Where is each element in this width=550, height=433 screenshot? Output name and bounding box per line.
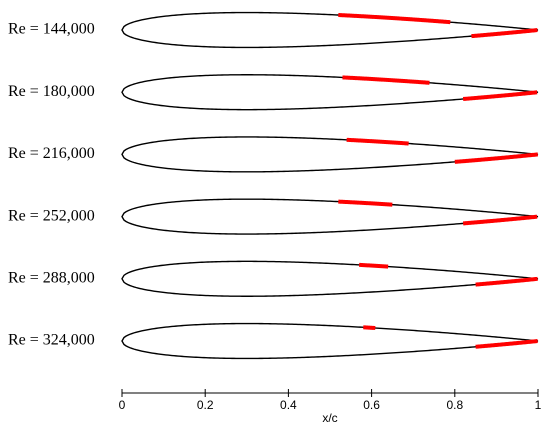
series-label: Re = 252,000 xyxy=(8,207,95,224)
separation-segment xyxy=(346,137,409,146)
series-label: Re = 288,000 xyxy=(8,269,95,286)
x-tick-label: 0.6 xyxy=(363,398,380,412)
airfoil-outline xyxy=(121,74,539,111)
separation-segment xyxy=(462,90,538,102)
airfoil-outline xyxy=(121,198,539,235)
separation-segment xyxy=(471,28,538,39)
airfoil-outline xyxy=(121,322,539,360)
x-tick-label: 0.4 xyxy=(280,398,297,412)
separation-segment xyxy=(342,75,430,85)
series-label: Re = 324,000 xyxy=(8,332,95,349)
separation-segment xyxy=(359,262,389,269)
separation-segment xyxy=(363,325,376,330)
separation-segment xyxy=(338,199,393,207)
airfoil-outline xyxy=(121,11,539,49)
separation-segment xyxy=(454,152,539,164)
x-tick-label: 1 xyxy=(535,398,542,412)
separation-segment xyxy=(462,214,538,226)
separation-segment xyxy=(475,339,538,349)
separation-segment xyxy=(475,276,538,287)
x-tick-label: 0.8 xyxy=(446,398,463,412)
series-label: Re = 144,000 xyxy=(8,21,95,38)
series-label: Re = 180,000 xyxy=(8,83,95,100)
x-tick-label: 0 xyxy=(119,398,126,412)
airfoil-outline xyxy=(121,136,539,173)
separation-segment xyxy=(338,13,451,25)
x-axis-label: x/c xyxy=(322,411,337,425)
airfoil-outline xyxy=(121,260,539,297)
x-tick-label: 0.2 xyxy=(197,398,214,412)
series-label: Re = 216,000 xyxy=(8,145,95,162)
